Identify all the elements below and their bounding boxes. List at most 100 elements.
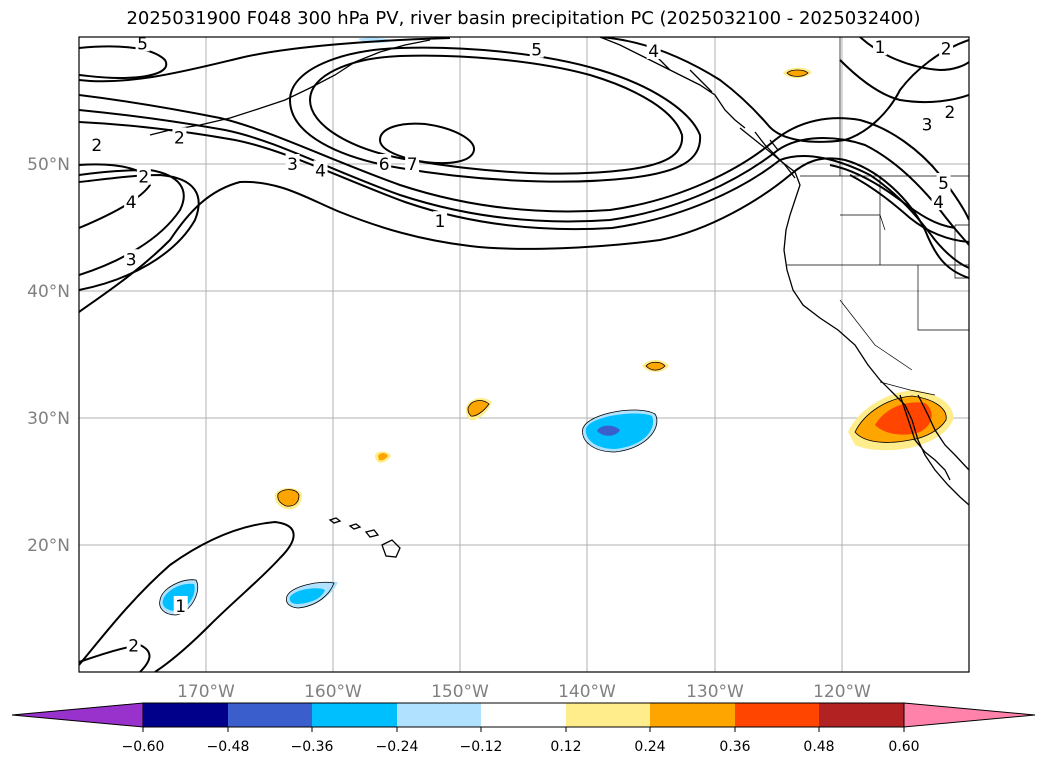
pv-contour-label: 4 <box>933 193 944 213</box>
contour-label-bg <box>873 37 887 56</box>
colorbar-tick-label: −0.60 <box>122 739 165 755</box>
lat-axis-labels: 20°N 30°N 40°N 50°N <box>27 155 70 556</box>
hawaii-island-big <box>381 539 401 558</box>
colorbar-bin <box>819 703 904 727</box>
hawaii-island-1 <box>328 517 342 524</box>
pos-anomaly-patch-1-inner <box>468 400 489 417</box>
colorbar: −0.60 −0.48 −0.36 −0.24 −0.12 0.12 0.24 … <box>11 702 1036 755</box>
contour-label-bg <box>433 211 448 230</box>
pv-contour-label: 4 <box>648 42 659 62</box>
pv-contour-label: 3 <box>287 155 298 175</box>
colorbar-tick-label: 0.48 <box>803 739 834 755</box>
pv-contour-label: 6 <box>379 155 390 175</box>
colorbar-bin <box>566 703 650 727</box>
lat-label-50n: 50°N <box>27 155 70 175</box>
lon-label-120w: 120°W <box>813 682 871 702</box>
contour-label-bg <box>285 154 300 172</box>
colorbar-tick-label: −0.12 <box>460 739 503 755</box>
pv-contour-sw-1 <box>79 520 295 672</box>
pv-contour-7-inner <box>378 122 475 165</box>
colorbar-tick-label: 0.36 <box>719 739 750 755</box>
political-borders <box>787 37 969 396</box>
contour-label-bg <box>936 173 951 192</box>
contour-label-bg <box>89 134 104 153</box>
lon-label-150w: 150°W <box>431 682 489 702</box>
pv-contour-label: 2 <box>941 39 952 59</box>
pv-contour-label: 2 <box>91 136 102 156</box>
neg-anomaly-patch-central-inner <box>585 413 654 449</box>
pv-contour-label: 4 <box>315 161 326 181</box>
coast-baja <box>899 394 969 481</box>
border-us-mexico <box>879 381 936 396</box>
contour-label-bg <box>124 192 139 211</box>
colorbar-bin <box>650 703 735 727</box>
coast-bc-islands <box>754 131 796 179</box>
contour-label-bg <box>136 166 151 185</box>
contour-label-bg <box>126 635 141 654</box>
neg-anomaly-patch-sw2-inner <box>289 588 325 604</box>
pv-contour-6-high <box>288 46 702 183</box>
lon-label-170w: 170°W <box>177 682 235 702</box>
colorbar-bin <box>143 703 228 727</box>
map-title: 2025031900 F048 300 hPa PV, river basin … <box>126 8 921 29</box>
lon-label-130w: 130°W <box>686 682 744 702</box>
colorbar-tick-label: −0.24 <box>376 739 419 755</box>
pv-contours <box>79 37 969 672</box>
neg-anomaly-patch-central-core <box>597 425 620 436</box>
contour-label-bg <box>377 154 392 172</box>
contour-label-bg <box>124 249 139 268</box>
colorbar-bin <box>228 703 312 727</box>
pv-contour-5-north <box>79 37 969 143</box>
contour-label-bg <box>920 114 935 133</box>
colorbar-tick-label: 0.60 <box>888 739 919 755</box>
graticule <box>79 37 969 672</box>
pv-contour-top-5 <box>79 45 168 80</box>
pv-contour-east-inner <box>829 164 969 243</box>
lon-axis-labels: 170°W 160°W 150°W 140°W 130°W 120°W <box>177 682 871 702</box>
pv-contour-label: 7 <box>407 155 418 175</box>
border-states-2 <box>839 224 969 371</box>
precip-anomaly-fills <box>159 37 954 615</box>
pv-contour-label: 3 <box>126 250 137 270</box>
lat-label-40n: 40°N <box>27 282 70 302</box>
pv-contour-label: 3 <box>922 116 933 136</box>
contour-label-bg <box>135 37 150 52</box>
pv-contour-label: 1 <box>875 38 886 58</box>
map-background <box>79 37 969 672</box>
pos-anomaly-patch-4-inner <box>646 362 665 371</box>
colorbar-bin <box>481 703 566 727</box>
contour-label-bg <box>173 595 188 614</box>
contour-label-bg <box>646 40 661 59</box>
precip-anomaly-outlines <box>159 69 947 616</box>
map-frame <box>78 36 970 673</box>
colorbar-bin <box>397 703 481 727</box>
pv-contour-label: 1 <box>435 212 446 232</box>
colorbar-bin <box>735 703 819 727</box>
contour-label-bg <box>931 192 946 211</box>
colorbar-extend-high <box>903 702 1036 728</box>
pv-contour-2-north <box>79 94 969 221</box>
colorbar-tick-label: −0.36 <box>291 739 334 755</box>
contour-label-bg <box>313 160 328 179</box>
colorbar-bin <box>312 703 397 727</box>
contour-label-bg <box>529 39 544 58</box>
contour-label-bg <box>172 127 187 146</box>
pv-contour-3-north <box>79 109 969 246</box>
pv-contour-label: 5 <box>531 41 542 61</box>
lon-label-160w: 160°W <box>304 682 362 702</box>
lon-label-140w: 140°W <box>558 682 616 702</box>
pv-contour-label: 2 <box>174 128 185 148</box>
contour-label-bg <box>942 101 957 120</box>
colorbar-extend-low <box>11 702 144 728</box>
colorbar-tick-label: 0.24 <box>634 739 665 755</box>
contour-label-bg <box>405 154 420 172</box>
pv-contour-label: 2 <box>138 168 149 188</box>
hawaii-island-3 <box>364 529 380 538</box>
hawaii-island-2 <box>348 523 362 530</box>
pos-anomaly-patch-5-inner <box>787 70 808 77</box>
pv-contour-1-north <box>79 157 969 313</box>
colorbar-tick-label: −0.48 <box>207 739 250 755</box>
lat-label-30n: 30°N <box>27 409 70 429</box>
